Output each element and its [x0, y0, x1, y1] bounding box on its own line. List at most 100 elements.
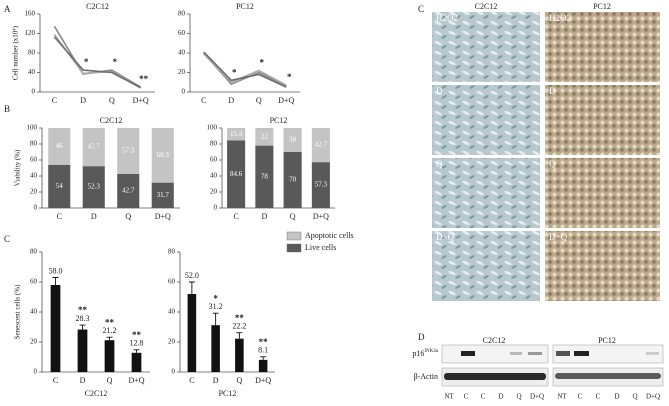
significance: *	[287, 72, 292, 82]
bar-segment	[151, 182, 174, 208]
data-label: 30	[289, 136, 297, 144]
chart-title: C2C12	[100, 116, 123, 125]
micrograph	[545, 158, 660, 228]
significance: *	[84, 57, 89, 67]
x-tick-label: D+Q	[128, 376, 144, 385]
bar-segment	[255, 128, 274, 146]
bar-segment	[283, 152, 302, 208]
lane-label: C	[578, 393, 583, 401]
x-tick-label: D+Q	[255, 376, 271, 385]
micrograph-row-label: D+Q	[549, 232, 568, 242]
lane-label: Q	[632, 393, 637, 401]
panel-label: A	[4, 4, 11, 14]
error-bar	[212, 312, 219, 326]
bar-segment	[117, 173, 140, 208]
y-tick-label: 0	[214, 204, 218, 212]
x-axis-label: PC12	[219, 389, 237, 398]
y-tick-label: 40	[30, 172, 38, 180]
error-bar	[133, 349, 140, 353]
y-tick-label: 80	[178, 10, 186, 18]
x-tick-label: C	[189, 376, 194, 385]
data-label: 57.3	[122, 147, 135, 155]
blot-row-label: β-Actin	[413, 372, 438, 381]
y-tick-label: 60	[30, 278, 38, 286]
micrograph-row-label: D+Q	[436, 232, 455, 242]
bar-segment	[48, 164, 71, 208]
y-tick-label: 60	[168, 278, 176, 286]
legend-swatch	[286, 243, 302, 253]
y-tick-label: 80	[168, 248, 176, 256]
blot-column: PC12	[598, 336, 616, 345]
x-tick-label: D	[228, 96, 234, 105]
x-tick-label: C	[57, 212, 62, 221]
bar	[211, 325, 220, 372]
x-tick-label: D	[213, 376, 219, 385]
significance: **	[139, 74, 149, 84]
data-label: 46	[56, 142, 64, 150]
data-label: 21.2	[103, 326, 117, 335]
blot-band	[461, 351, 475, 356]
data-label: 31.2	[209, 302, 223, 311]
data-label: 12.8	[130, 339, 144, 348]
bar-segment	[117, 128, 140, 174]
y-tick-label: 120	[25, 29, 36, 37]
lane-label: C	[464, 393, 469, 401]
y-tick-label: 0	[172, 368, 176, 376]
blot-band	[574, 351, 589, 356]
bar-segment	[255, 145, 274, 208]
legend-label: Apoptotic cells	[305, 231, 354, 240]
y-tick-label: 80	[210, 140, 218, 148]
y-tick-label: 0	[34, 204, 38, 212]
x-tick-label: D	[80, 96, 86, 105]
x-tick-label: D+Q	[313, 212, 329, 221]
x-tick-label: Q	[109, 96, 115, 105]
micrograph-row-label: Q	[549, 159, 556, 169]
significance: **	[105, 317, 115, 327]
y-tick-label: 80	[30, 248, 38, 256]
chart-title: PC12	[236, 2, 254, 11]
blot-band	[646, 352, 659, 355]
blot-strip	[552, 344, 664, 364]
x-tick-label: D+Q	[278, 96, 294, 105]
y-tick-label: 40	[178, 49, 186, 57]
micrograph	[432, 12, 540, 82]
bar-segment	[311, 128, 330, 163]
significance: *	[232, 67, 237, 77]
micrograph	[432, 158, 540, 228]
blot-band	[556, 351, 570, 356]
error-bar	[260, 356, 267, 360]
micrograph	[545, 85, 660, 155]
y-tick-label: 20	[168, 338, 176, 346]
panel-label: C	[4, 234, 10, 244]
lane-label: D+Q	[530, 393, 544, 401]
data-label: 22	[261, 132, 269, 140]
micrograph	[432, 231, 540, 301]
chart-title: PC12	[270, 116, 288, 125]
y-tick-label: 40	[168, 308, 176, 316]
significance: *	[213, 293, 218, 303]
error-bar	[236, 332, 243, 339]
error-bar	[106, 336, 113, 341]
data-label: 31.7	[157, 191, 170, 199]
y-tick-label: 160	[25, 10, 36, 18]
lane-label: C	[596, 393, 601, 401]
data-label: 22.2	[232, 322, 246, 331]
y-tick-label: 40	[28, 68, 36, 76]
western-blot: C2C12 PC12 p16INK4a β-Actin	[412, 336, 664, 387]
y-tick-label: 80	[30, 140, 38, 148]
y-tick-label: 20	[210, 188, 218, 196]
micrograph	[545, 12, 660, 82]
micrograph	[432, 85, 540, 155]
x-tick-label: C	[201, 96, 206, 105]
micrograph-row-label: H2O2	[436, 13, 458, 23]
y-tick-label: 40	[30, 308, 38, 316]
y-tick-label: 40	[210, 172, 218, 180]
data-label: 47.7	[88, 143, 101, 151]
micrograph-column: C2C12	[475, 2, 498, 11]
lane-label: Q	[516, 393, 521, 401]
x-tick-label: D	[91, 212, 97, 221]
lane-label: D	[614, 393, 619, 401]
x-tick-label: D+Q	[155, 212, 171, 221]
data-label: 70	[289, 176, 297, 184]
